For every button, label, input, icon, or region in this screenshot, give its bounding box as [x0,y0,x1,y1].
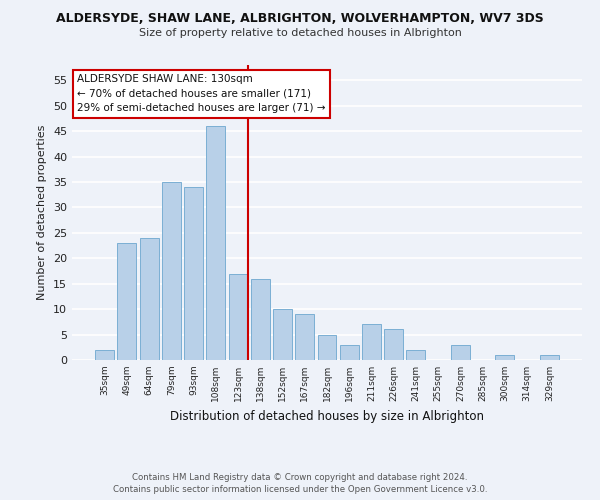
Text: ALDERSYDE, SHAW LANE, ALBRIGHTON, WOLVERHAMPTON, WV7 3DS: ALDERSYDE, SHAW LANE, ALBRIGHTON, WOLVER… [56,12,544,26]
Text: Contains public sector information licensed under the Open Government Licence v3: Contains public sector information licen… [113,485,487,494]
Y-axis label: Number of detached properties: Number of detached properties [37,125,47,300]
Bar [162,182,181,360]
X-axis label: Distribution of detached houses by size in Albrighton: Distribution of detached houses by size … [170,410,484,422]
Text: Contains HM Land Registry data © Crown copyright and database right 2024.: Contains HM Land Registry data © Crown c… [132,472,468,482]
Text: ALDERSYDE SHAW LANE: 130sqm
← 70% of detached houses are smaller (171)
29% of se: ALDERSYDE SHAW LANE: 130sqm ← 70% of det… [77,74,326,114]
Bar [229,274,248,360]
Bar [451,344,470,360]
Bar [95,350,114,360]
Bar [206,126,225,360]
Text: Size of property relative to detached houses in Albrighton: Size of property relative to detached ho… [139,28,461,38]
Bar [406,350,425,360]
Bar [184,187,203,360]
Bar [295,314,314,360]
Bar [384,330,403,360]
Bar [273,309,292,360]
Bar [251,278,270,360]
Bar [340,344,359,360]
Bar [540,355,559,360]
Bar [118,243,136,360]
Bar [362,324,381,360]
Bar [140,238,158,360]
Bar [317,334,337,360]
Bar [496,355,514,360]
